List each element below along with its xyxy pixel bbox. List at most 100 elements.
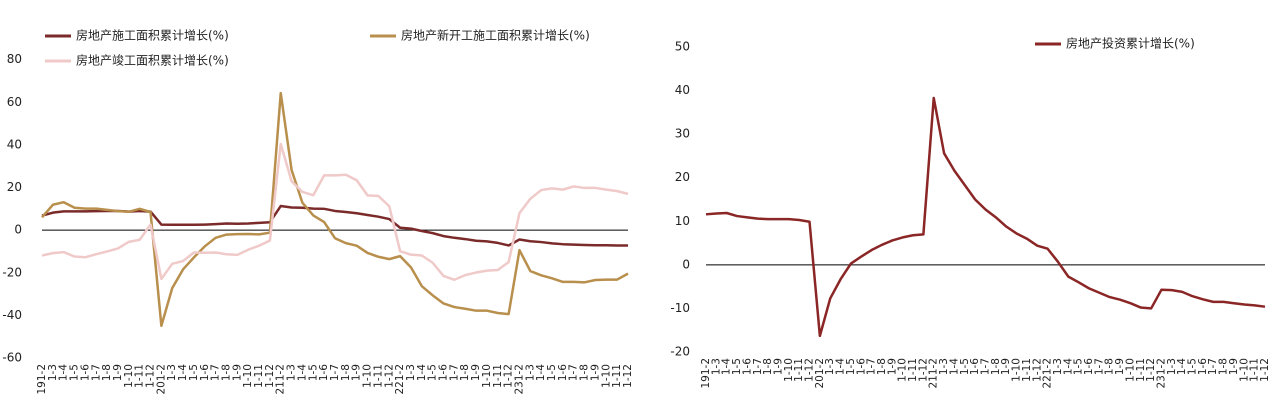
x-tick-label: 1-8 [1104,358,1116,375]
x-tick-label: 1-12 [1031,358,1043,382]
x-tick-label: 1-7 [568,364,580,381]
y-tick-label: 40 [7,137,22,151]
x-tick-label: 1-8 [101,364,113,381]
x-tick-label: 1-3 [938,358,950,375]
y-tick-label: -10 [670,301,690,315]
x-tick-label: 191-2 [36,364,48,395]
x-tick-label: 1-10 [600,364,612,388]
x-tick-label: 191-2 [700,358,712,389]
x-tick-label: 1-9 [589,364,601,381]
x-tick-label: 1-12 [622,364,634,388]
x-tick-label: 1-6 [557,364,569,381]
y-tick-label: 50 [675,40,690,54]
x-tick-label: 1-6 [199,364,211,381]
x-tick-label: 1-6 [855,358,867,375]
x-tick-label: 1-5 [307,364,319,381]
x-tick-label: 1-7 [752,358,764,375]
legend-label: 房地产新开工施工面积累计增长(%) [401,28,590,43]
x-tick-label: 1-3 [405,364,417,381]
x-tick-label: 1-9 [231,364,243,381]
x-tick-label: 1-4 [416,364,428,381]
x-tick-label: 1-3 [524,364,536,381]
x-tick-label: 211-2 [928,358,940,389]
x-tick-label: 1-11 [1135,358,1147,382]
x-tick-label: 1-9 [886,358,898,375]
x-tick-label: 1-5 [427,364,439,381]
legend-label: 房地产竣工面积累计增长(%) [76,53,229,68]
x-tick-label: 1-8 [340,364,352,381]
x-tick-label: 1-9 [1228,358,1240,375]
y-tick-label: 60 [7,95,22,109]
x-tick-label: 1-4 [535,364,547,381]
x-tick-label: 1-7 [329,364,341,381]
x-tick-label: 1-7 [90,364,102,381]
x-tick-label: 1-6 [969,358,981,375]
x-tick-label: 1-8 [1218,358,1230,375]
x-tick-label: 1-4 [1062,358,1074,375]
x-tick-label: 1-11 [134,364,146,388]
x-tick-label: 1-6 [438,364,450,381]
y-tick-label: 40 [675,83,690,97]
x-tick-label: 1-10 [783,358,795,382]
x-tick-label: 1-11 [372,364,384,388]
y-tick-label: 30 [675,127,690,141]
x-tick-label: 1-4 [1176,358,1188,375]
x-tick-label: 221-2 [394,364,406,395]
x-tick-label: 1-9 [112,364,124,381]
x-tick-label: 1-12 [1259,358,1271,382]
x-tick-label: 1-12 [503,364,515,388]
x-tick-label: 1-5 [1073,358,1085,375]
x-tick-label: 1-11 [253,364,265,388]
x-tick-label: 1-7 [1093,358,1105,375]
x-tick-label: 1-11 [611,364,623,388]
x-tick-label: 1-5 [845,358,857,375]
x-tick-label: 1-11 [907,358,919,382]
x-tick-label: 1-6 [1197,358,1209,375]
x-tick-label: 211-2 [275,364,287,395]
y-tick-label: -20 [670,345,690,359]
x-tick-label: 1-5 [546,364,558,381]
series-line [41,91,629,328]
x-tick-label: 1-12 [383,364,395,388]
y-tick-label: 0 [682,257,690,271]
x-tick-label: 1-8 [762,358,774,375]
x-tick-label: 1-11 [793,358,805,382]
y-tick-label: 20 [675,170,690,184]
x-tick-label: 1-10 [897,358,909,382]
x-tick-label: 1-6 [79,364,91,381]
x-tick-label: 1-12 [1145,358,1157,382]
x-tick-label: 1-7 [210,364,222,381]
series-line [41,204,628,247]
series-line [41,142,629,282]
x-tick-label: 1-3 [710,358,722,375]
x-tick-label: 1-6 [741,358,753,375]
x-tick-label: 1-7 [866,358,878,375]
x-tick-label: 1-9 [351,364,363,381]
x-tick-label: 1-11 [1249,358,1261,382]
x-tick-label: 1-10 [1238,358,1250,382]
x-tick-label: 1-8 [990,358,1002,375]
x-tick-label: 1-10 [362,364,374,388]
x-tick-label: 1-8 [459,364,471,381]
x-tick-label: 1-10 [123,364,135,388]
x-tick-label: 1-9 [772,358,784,375]
series-line [705,96,1266,338]
x-tick-label: 1-5 [1187,358,1199,375]
x-tick-label: 1-12 [917,358,929,382]
x-tick-label: 1-4 [721,358,733,375]
x-tick-label: 221-2 [1042,358,1054,389]
x-tick-label: 1-10 [481,364,493,388]
x-tick-label: 201-2 [155,364,167,395]
x-tick-label: 1-3 [1166,358,1178,375]
y-tick-label: -20 [2,265,22,279]
x-tick-label: 1-3 [286,364,298,381]
x-tick-label: 231-2 [513,364,525,395]
x-tick-label: 1-8 [220,364,232,381]
x-tick-label: 1-9 [470,364,482,381]
x-tick-label: 1-5 [188,364,200,381]
x-tick-label: 1-8 [876,358,888,375]
y-tick-label: -60 [2,351,22,365]
x-tick-label: 1-3 [824,358,836,375]
x-tick-label: 1-3 [47,364,59,381]
y-tick-label: 20 [7,180,22,194]
